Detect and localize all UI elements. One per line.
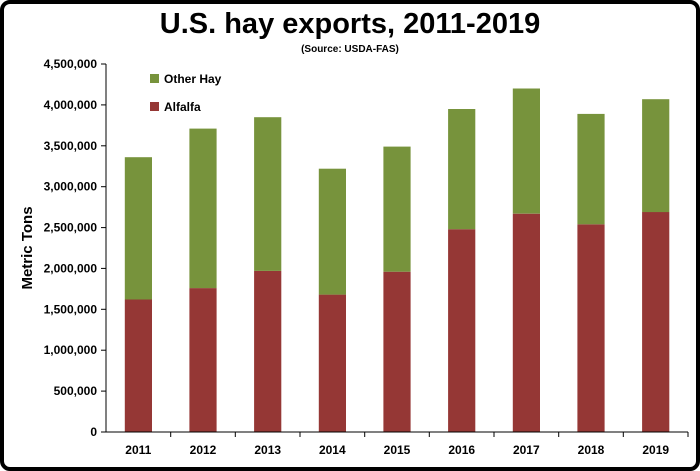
bar-alfalfa-2013 — [254, 270, 282, 432]
legend-swatch-other-hay — [150, 74, 159, 83]
bars-layer — [124, 88, 670, 432]
x-tick-label: 2018 — [578, 443, 605, 457]
x-tick-label: 2014 — [319, 443, 346, 457]
y-axis-label: Metric Tons — [19, 206, 36, 289]
legend-label-alfalfa: Alfalfa — [164, 100, 201, 114]
x-tick-label: 2019 — [642, 443, 669, 457]
x-tick-label: 2011 — [125, 443, 151, 457]
bar-alfalfa-2015 — [383, 271, 411, 432]
y-tick-label: 2,000,000 — [44, 261, 98, 275]
chart-title: U.S. hay exports, 2011-2019 — [159, 8, 541, 40]
y-tick-label: 2,500,000 — [44, 221, 98, 235]
bar-other-hay-2018 — [577, 113, 605, 225]
legend: Other Hay Alfalfa — [150, 72, 222, 114]
bar-other-hay-2015 — [383, 146, 411, 272]
bar-alfalfa-2017 — [512, 213, 540, 432]
bar-other-hay-2012 — [189, 128, 217, 289]
x-tick-label: 2016 — [448, 443, 475, 457]
x-tick-label: 2015 — [384, 443, 411, 457]
y-tick-label: 1,000,000 — [44, 343, 98, 357]
axes-layer: 2011 2012 2013 2014 2015 2016 2017 2018 2019 0 500… — [44, 57, 689, 457]
y-tick-label: 0 — [90, 425, 97, 439]
y-tick-label: 4,000,000 — [44, 98, 98, 112]
bar-alfalfa-2014 — [318, 294, 346, 432]
bar-alfalfa-2011 — [124, 299, 152, 432]
bar-other-hay-2013 — [254, 117, 282, 271]
bar-alfalfa-2019 — [642, 212, 670, 432]
y-tick-label: 3,500,000 — [44, 139, 98, 153]
bar-alfalfa-2016 — [448, 229, 476, 432]
x-tick-label: 2012 — [190, 443, 217, 457]
chart-subtitle: (Source: USDA-FAS) — [301, 44, 399, 55]
bar-other-hay-2016 — [448, 109, 476, 230]
bar-alfalfa-2012 — [189, 288, 217, 432]
y-tick-label: 1,500,000 — [44, 302, 98, 316]
bar-alfalfa-2018 — [577, 224, 605, 432]
y-tick-label: 500,000 — [54, 384, 98, 398]
y-tick-label: 3,000,000 — [44, 180, 98, 194]
x-tick-label: 2017 — [513, 443, 540, 457]
legend-swatch-alfalfa — [150, 102, 159, 111]
legend-label-other-hay: Other Hay — [164, 72, 222, 86]
y-tick-label: 4,500,000 — [44, 57, 98, 71]
bar-other-hay-2011 — [124, 157, 152, 300]
bar-other-hay-2019 — [642, 99, 670, 213]
bar-other-hay-2014 — [318, 168, 346, 295]
bar-other-hay-2017 — [512, 88, 540, 214]
x-tick-label: 2013 — [254, 443, 281, 457]
